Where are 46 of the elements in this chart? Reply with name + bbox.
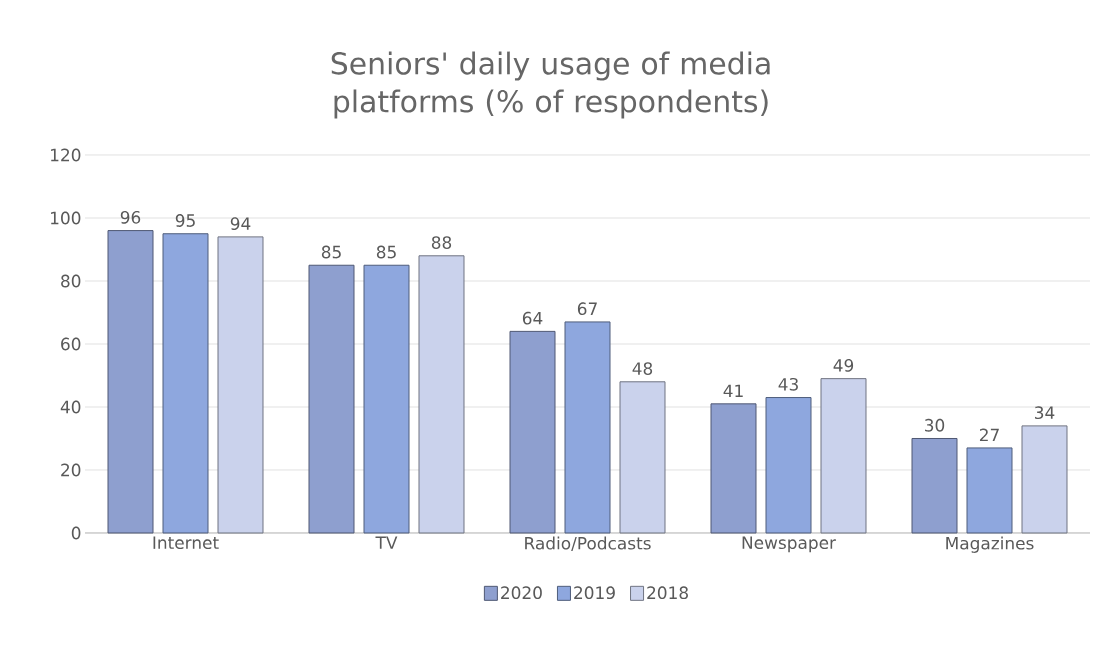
chart-title: Seniors' daily usage of media platforms (% of respondents): [331, 51, 770, 119]
data-label: 49: [833, 359, 854, 372]
bar: [418, 255, 465, 534]
bar: [710, 403, 757, 534]
data-label: 94: [230, 217, 251, 231]
y-tick-label: 0: [71, 526, 81, 540]
data-label: 95: [175, 214, 195, 227]
legend-label: 2020: [501, 586, 542, 600]
bar: [162, 233, 209, 534]
bar: [564, 321, 611, 534]
y-tick-label: 40: [60, 400, 81, 414]
data-label: 85: [321, 245, 341, 259]
bar: [820, 378, 867, 534]
y-tick-label: 100: [51, 211, 81, 225]
data-label: 30: [925, 418, 945, 432]
bar: [1021, 425, 1068, 534]
bar: [363, 264, 410, 534]
x-tick-label: Internet: [153, 536, 219, 550]
x-tick-label: Newspaper: [742, 536, 837, 553]
data-label: 67: [577, 302, 597, 316]
data-label: 64: [522, 311, 543, 325]
data-label: 34: [1035, 406, 1055, 420]
bar: [217, 236, 264, 534]
bar: [308, 264, 355, 534]
x-tick-label: Magazines: [946, 536, 1034, 553]
bar: [911, 437, 958, 534]
y-tick-label: 80: [61, 274, 81, 288]
bar: [509, 330, 556, 534]
legend-label: 2019: [574, 586, 615, 600]
x-tick-label: Radio/Podcasts: [525, 536, 651, 551]
bar: [966, 447, 1013, 534]
bar: [107, 230, 154, 534]
data-label: 88: [431, 236, 452, 249]
bar: [619, 381, 666, 534]
y-tick-label: 20: [61, 463, 81, 477]
data-label: 48: [632, 362, 653, 375]
y-tick-label: 60: [61, 337, 81, 351]
data-label: 85: [376, 245, 396, 259]
data-label: 27: [979, 428, 999, 442]
data-label: 96: [120, 210, 141, 224]
x-tick-label: TV: [375, 536, 398, 549]
y-tick-label: 120: [51, 148, 81, 162]
data-label: 43: [778, 377, 798, 391]
bar: [765, 397, 812, 534]
legend-label: 2018: [647, 586, 688, 600]
data-label: 41: [723, 384, 743, 398]
